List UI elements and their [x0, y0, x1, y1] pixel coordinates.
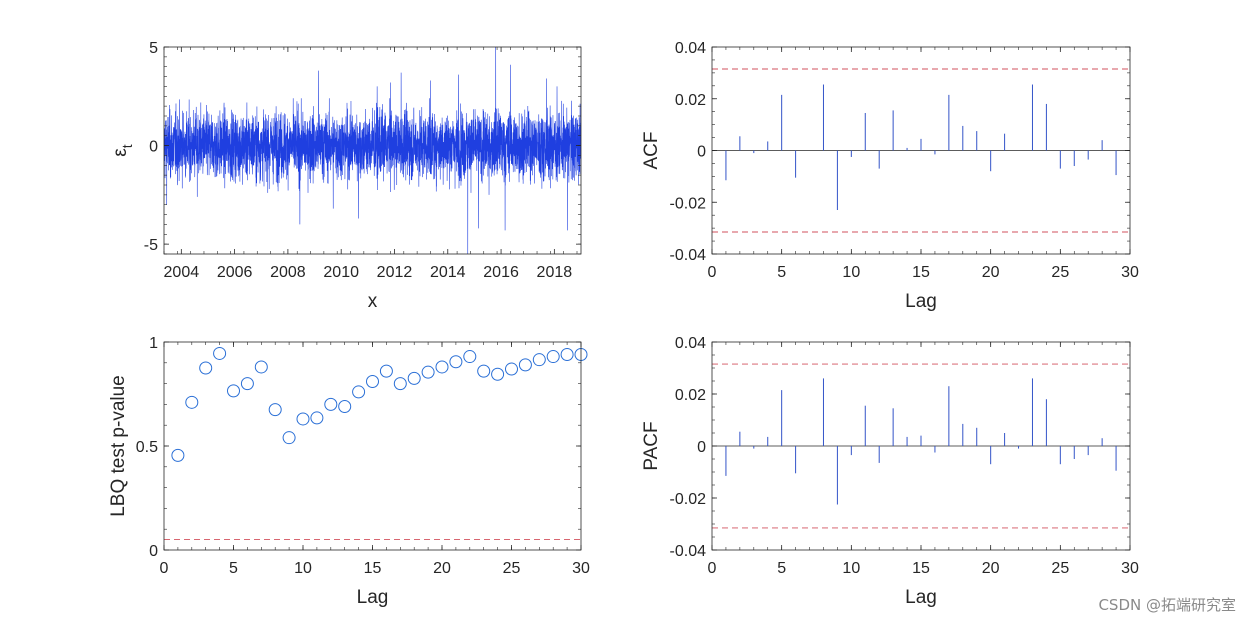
- residuals-ytick-label: 0: [149, 139, 158, 156]
- lbq-xtick-label: 15: [364, 560, 382, 577]
- residuals-xtick-label: 2004: [164, 264, 200, 281]
- lbq-point: [505, 362, 518, 376]
- pacf-xtick-label: 10: [842, 560, 860, 577]
- acf-ytick-label: 0: [697, 144, 706, 161]
- acf-ylabel: ACF: [641, 132, 662, 170]
- residual-series-line: [164, 47, 581, 254]
- lbq-point: [254, 360, 268, 374]
- acf-xtick-label: 20: [982, 264, 1000, 281]
- lbq-xtick-label: 25: [503, 560, 521, 577]
- pacf-ytick-label: 0.04: [675, 335, 706, 352]
- lbq-point: [227, 384, 240, 398]
- lbq-point: [407, 371, 421, 385]
- lbq-ytick-label: 1: [149, 335, 158, 352]
- lbq-point: [518, 358, 532, 372]
- lbq-point: [532, 353, 546, 367]
- residuals-axes-box: [163, 46, 582, 255]
- lbq-point: [463, 350, 477, 364]
- lbq-point: [268, 403, 282, 417]
- pacf-xtick-label: 5: [777, 560, 786, 577]
- lbq-ytick-label: 0: [149, 543, 158, 560]
- residuals-xlabel: x: [368, 291, 378, 312]
- lbq-point: [338, 399, 352, 413]
- lbq-point: [171, 448, 185, 462]
- residuals-ylabel-main: ε: [110, 148, 131, 157]
- lbq-point: [213, 346, 227, 360]
- lbq-point: [352, 385, 366, 399]
- residuals-ytick-label: -5: [144, 237, 158, 254]
- lbq-point: [366, 375, 379, 389]
- residuals-ylabel-sub: t: [119, 144, 135, 148]
- residuals-xtick-label: 2016: [483, 264, 519, 281]
- acf-xtick-label: 25: [1051, 264, 1069, 281]
- lbq-point: [310, 411, 324, 425]
- lbq-point: [421, 365, 435, 379]
- lbq-ylabel: LBQ test p-value: [108, 375, 129, 517]
- lbq-axes: 0 5 10 15 20 25 30 0 0.5 1 Lag LBQ test p-value: [108, 335, 590, 608]
- acf-xtick-label: 15: [912, 264, 930, 281]
- lbq-point: [435, 360, 449, 374]
- lbq-point: [240, 377, 254, 391]
- acf-xtick-label: 10: [842, 264, 860, 281]
- residuals-axes: 2004 2006 2008 2010 2012 2014 2016 2018 -5 0 5 x εt: [110, 40, 582, 312]
- pacf-xtick-label: 0: [708, 560, 717, 577]
- pacf-ytick-label: -0.04: [670, 543, 707, 560]
- pacf-xtick-label: 30: [1121, 560, 1139, 577]
- pacf-axes: 0 5 10 15 20 25 30 -0.04 -0.02 0 0.02 0.04 Lag PACF: [641, 335, 1139, 608]
- acf-xtick-label: 30: [1121, 264, 1139, 281]
- acf-ytick-label: 0.02: [675, 92, 706, 109]
- lbq-xtick-label: 10: [294, 560, 312, 577]
- lbq-xlabel: Lag: [357, 587, 389, 608]
- pacf-xtick-label: 25: [1051, 560, 1069, 577]
- lbq-point: [296, 412, 310, 426]
- residuals-xtick-label: 2014: [430, 264, 466, 281]
- lbq-point: [393, 377, 407, 391]
- residuals-xtick-label: 2006: [217, 264, 253, 281]
- lbq-point: [560, 347, 574, 361]
- pacf-xtick-label: 20: [982, 560, 1000, 577]
- lbq-point: [282, 431, 296, 445]
- pacf-ytick-label: 0: [697, 439, 706, 456]
- lbq-xtick-label: 5: [229, 560, 238, 577]
- pacf-plot-area: [712, 363, 1130, 529]
- residuals-xtick-label: 2008: [270, 264, 306, 281]
- lbq-point: [199, 361, 213, 375]
- acf-xtick-label: 5: [777, 264, 786, 281]
- residuals-ylabel: εt: [110, 144, 135, 156]
- pacf-ylabel: PACF: [641, 421, 662, 470]
- residuals-ytick-label: 5: [149, 40, 158, 57]
- pacf-ytick-label: -0.02: [670, 491, 707, 508]
- lbq-point: [379, 364, 393, 378]
- lbq-point: [546, 350, 560, 364]
- acf-ytick-label: -0.02: [670, 195, 707, 212]
- lbq-point: [477, 364, 491, 378]
- lbq-point: [185, 395, 199, 409]
- pacf-xlabel: Lag: [905, 587, 937, 608]
- lbq-xtick-label: 30: [572, 560, 590, 577]
- residuals-xtick-label: 2012: [377, 264, 413, 281]
- lbq-xtick-label: 20: [433, 560, 451, 577]
- lbq-ytick-label: 0.5: [136, 439, 158, 456]
- lbq-point: [324, 397, 338, 411]
- watermark: CSDN @拓端研究室: [1098, 596, 1236, 614]
- pacf-xtick-label: 15: [912, 560, 930, 577]
- lbq-xtick-label: 0: [160, 560, 169, 577]
- acf-axes: 0 5 10 15 20 25 30 -0.04 -0.02 0 0.02 0.04 Lag ACF: [641, 40, 1139, 312]
- residuals-plot-area: [164, 47, 581, 254]
- residuals-xtick-label: 2010: [323, 264, 359, 281]
- lbq-point: [449, 355, 463, 369]
- lbq-markers: [171, 346, 588, 462]
- acf-plot-area: [712, 68, 1130, 233]
- acf-xlabel: Lag: [905, 291, 937, 312]
- acf-xtick-label: 0: [708, 264, 717, 281]
- lbq-axes-box: [163, 341, 582, 551]
- lbq-point: [491, 367, 505, 381]
- acf-ytick-label: 0.04: [675, 40, 706, 57]
- acf-ytick-label: -0.04: [670, 247, 707, 264]
- pacf-ytick-label: 0.02: [675, 387, 706, 404]
- residuals-xtick-label: 2018: [537, 264, 573, 281]
